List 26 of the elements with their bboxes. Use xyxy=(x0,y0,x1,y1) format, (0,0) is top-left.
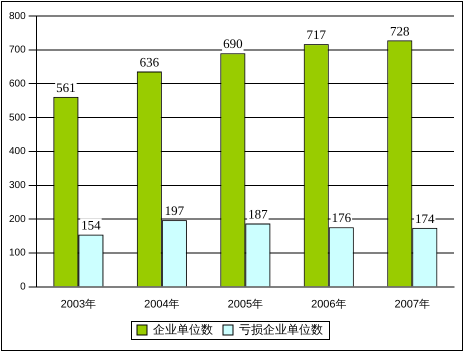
y-tick-label: 0 xyxy=(20,282,26,293)
legend-label: 企业单位数 xyxy=(153,322,213,336)
data-label: 636 xyxy=(140,54,160,70)
y-tick-label: 400 xyxy=(8,146,26,158)
x-tick-label: 2005年 xyxy=(228,298,264,310)
x-tick-label: 2003年 xyxy=(60,298,96,310)
data-label: 176 xyxy=(332,210,352,226)
x-tick-label: 2004年 xyxy=(144,298,180,310)
y-tick-label: 100 xyxy=(8,248,26,259)
y-tick-label: 500 xyxy=(8,112,26,124)
x-tick-label: 2007年 xyxy=(394,298,430,310)
data-label: 154 xyxy=(81,218,102,233)
y-tick-label: 200 xyxy=(8,214,26,225)
x-tick-label: 2006年 xyxy=(311,298,347,310)
data-label: 174 xyxy=(415,210,436,226)
data-label: 690 xyxy=(223,36,243,52)
legend-label: 亏损企业单位数 xyxy=(239,322,323,336)
data-label: 717 xyxy=(306,27,327,42)
data-label: 728 xyxy=(390,23,410,38)
data-label: 561 xyxy=(56,80,76,95)
y-tick-label: 600 xyxy=(8,78,26,90)
y-tick-label: 700 xyxy=(8,44,26,56)
y-tick-label: 800 xyxy=(8,10,26,22)
data-label: 197 xyxy=(164,203,185,218)
y-tick-label: 300 xyxy=(8,180,26,191)
data-label: 187 xyxy=(248,206,268,222)
